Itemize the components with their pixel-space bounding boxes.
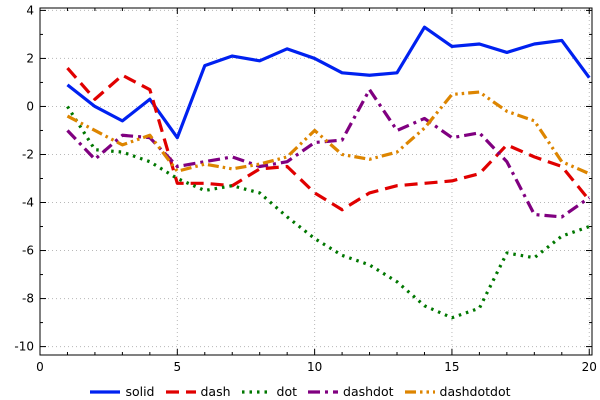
chart-legend: solid dash dot dashdot dashdotdot <box>0 384 600 399</box>
series-dot <box>66 105 590 320</box>
legend-label: dot <box>276 384 298 399</box>
legend-label: dash <box>200 384 231 399</box>
y-axis-label: -8 <box>22 292 34 306</box>
y-axis-label: 4 <box>26 3 34 17</box>
legend-item-dash: dash <box>165 384 231 399</box>
legend-label: dashdotdot <box>439 384 511 399</box>
series-dash <box>66 66 591 212</box>
y-axis-label: -4 <box>22 196 34 210</box>
y-axis-label: -2 <box>22 147 34 161</box>
legend-line-sample-dashdot <box>308 389 339 394</box>
x-axis-label: 15 <box>444 360 459 374</box>
legend-line-sample-dot <box>241 389 272 394</box>
legend-line-sample-dashdotdot <box>404 389 435 394</box>
x-axis-label: 0 <box>36 360 44 374</box>
y-axis-label: 2 <box>26 51 34 65</box>
y-axis-label: -6 <box>22 244 34 258</box>
legend-label: solid <box>125 384 155 399</box>
plot-area <box>40 8 592 355</box>
x-axis-label: 20 <box>582 360 597 374</box>
y-axis-label: 0 <box>26 99 34 113</box>
x-axis-label: 5 <box>173 360 181 374</box>
legend-item-dashdotdot: dashdotdot <box>404 384 511 399</box>
plot-border <box>39 7 593 356</box>
legend-item-solid: solid <box>89 384 155 399</box>
legend-label: dashdot <box>343 384 394 399</box>
legend-item-dashdot: dashdot <box>307 384 394 399</box>
legend-line-sample-dash <box>165 389 196 394</box>
legend-item-dot: dot <box>241 384 297 399</box>
legend-line-sample-solid <box>90 389 121 394</box>
x-axis-label: 10 <box>307 360 322 374</box>
y-axis-label: -10 <box>14 340 34 354</box>
